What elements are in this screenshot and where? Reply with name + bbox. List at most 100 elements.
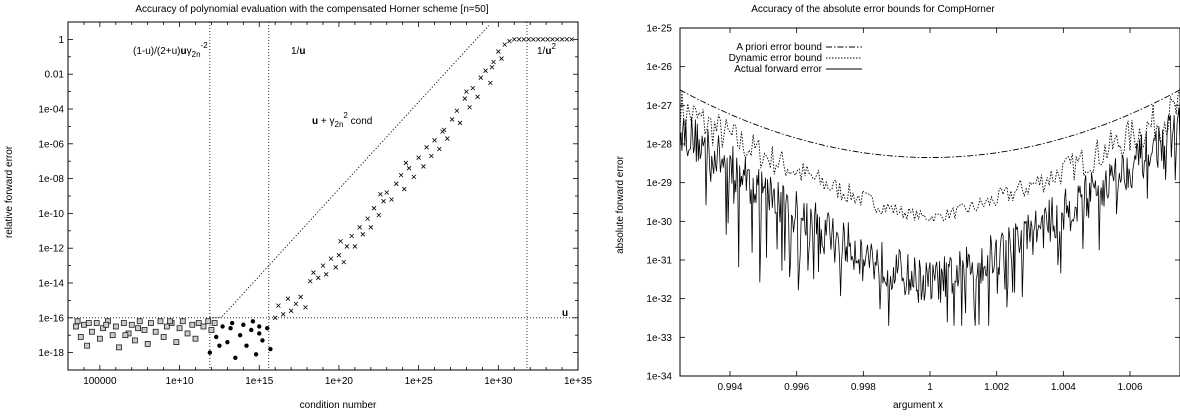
data-point-circle [250, 319, 256, 324]
cross-stroke [511, 37, 517, 42]
data-point-cross [365, 216, 370, 221]
bound-curve [209, 25, 490, 319]
data-point-square [141, 327, 148, 333]
left-y-tick-labels: 1 0.01 1e-04 1e-06 1e-08 1e-10 1e-12 1e-14 1e-16… [38, 35, 64, 359]
data-point-circle [214, 334, 219, 340]
u-line-label: u [562, 308, 568, 319]
x-tick-label: 1e+25 [405, 376, 434, 387]
y-tick-label: 1e-06 [38, 139, 64, 150]
data-point-cross [311, 270, 316, 275]
bound1-annotation: (1-u)/(2+u)uγ2n-2 [133, 41, 208, 59]
cross-stroke [502, 42, 507, 47]
data-point-cross [307, 278, 313, 284]
data-point-cross [535, 37, 541, 42]
data-point-square [152, 328, 159, 335]
cross-stroke [398, 172, 404, 178]
data-point-cross [298, 294, 303, 300]
data-point-square [122, 332, 129, 339]
cross-stroke [507, 38, 512, 44]
y-tick-label: 1e-27 [646, 101, 672, 112]
data-point-cross [352, 244, 358, 249]
cross-stroke [489, 64, 495, 70]
data-point-cross [389, 197, 394, 202]
left-y-axis-label: relative forward error [4, 145, 15, 238]
cross-stroke [401, 186, 407, 192]
cross-stroke [360, 231, 366, 237]
cross-stroke [488, 80, 493, 86]
x-tick-label: 0.998 [851, 382, 876, 393]
data-point-cross [454, 108, 460, 114]
data-point-cross [394, 181, 399, 187]
cross-stroke [341, 259, 347, 265]
cross-stroke [311, 270, 316, 275]
bound-curve-sub: 2n [335, 120, 344, 129]
data-point-cross [559, 37, 565, 42]
cross-stroke [464, 89, 469, 94]
data-point-square [189, 321, 196, 328]
y-tick-label: 1e-14 [38, 279, 64, 290]
data-point-square [200, 323, 207, 330]
data-point-cross [280, 312, 286, 317]
data-point-cross [478, 75, 484, 80]
right-ticks [680, 27, 1180, 377]
left-plot-frame [67, 21, 579, 371]
data-point-cross [521, 37, 527, 42]
left-chart-title: Accuracy of polynomial evaluation with t… [135, 4, 488, 15]
y-tick-label: 1e-10 [38, 209, 64, 220]
data-point-cross [320, 263, 326, 268]
data-point-cross [293, 301, 299, 307]
cross-stroke [307, 278, 313, 284]
data-point-cross [496, 49, 501, 54]
data-point-square [100, 325, 106, 332]
cross-stroke [569, 37, 574, 42]
data-point-cross [416, 155, 421, 161]
data-point-circle [257, 331, 262, 336]
legend-label-dynamic: Dynamic error bound [729, 53, 822, 64]
cross-stroke [352, 244, 358, 249]
y-tick-label: 1 [58, 35, 64, 46]
data-point-cross [371, 205, 377, 211]
data-point-cross [511, 37, 517, 42]
right-y-tick-labels: 1e-25 1e-26 1e-27 1e-28 1e-29 1e-30 1e-31 1e-32… [646, 24, 672, 383]
cross-stroke [403, 160, 409, 166]
x-tick-label: 1.006 [1117, 382, 1142, 393]
data-point-cross [564, 37, 570, 42]
cross-stroke [384, 190, 390, 195]
data-point-circle [207, 350, 213, 355]
data-point-cross [467, 104, 472, 110]
data-point-circle [265, 326, 270, 331]
data-point-square [93, 320, 100, 326]
cross-stroke [475, 94, 480, 100]
data-point-cross [457, 120, 463, 126]
data-point-cross [489, 64, 495, 70]
data-point-square [173, 339, 180, 346]
data-point-square [85, 320, 92, 326]
data-point-circle [257, 324, 262, 329]
cross-stroke [344, 244, 350, 249]
y-tick-label: 1e-12 [38, 244, 64, 255]
cross-stroke [411, 174, 417, 180]
legend-label-a-priori: A priori error bound [736, 42, 822, 53]
data-point-circle [253, 352, 259, 357]
data-point-cross [328, 256, 334, 261]
y-tick-label: 0.01 [45, 70, 65, 81]
data-point-square [103, 321, 110, 328]
data-point-square [116, 344, 122, 351]
y-tick-label: 1e-26 [646, 62, 672, 73]
data-point-cross [421, 164, 426, 169]
data-point-cross [398, 172, 404, 178]
cross-stroke [338, 238, 343, 244]
bound1-prefix: (1-u)/(2+u) [133, 46, 181, 57]
data-point-cross [338, 238, 343, 244]
cross-stroke [298, 294, 303, 300]
y-tick-label: 1e-29 [646, 178, 672, 189]
data-point-circle [237, 333, 243, 338]
cross-stroke [394, 181, 399, 187]
x-tick-label: 1.004 [1051, 382, 1076, 393]
data-point-square [132, 337, 138, 344]
data-point-cross [360, 231, 366, 237]
cross-stroke [303, 305, 308, 310]
data-point-circle [217, 343, 222, 348]
data-point-cross [488, 80, 493, 86]
x-tick-label: 1e+30 [484, 376, 513, 387]
